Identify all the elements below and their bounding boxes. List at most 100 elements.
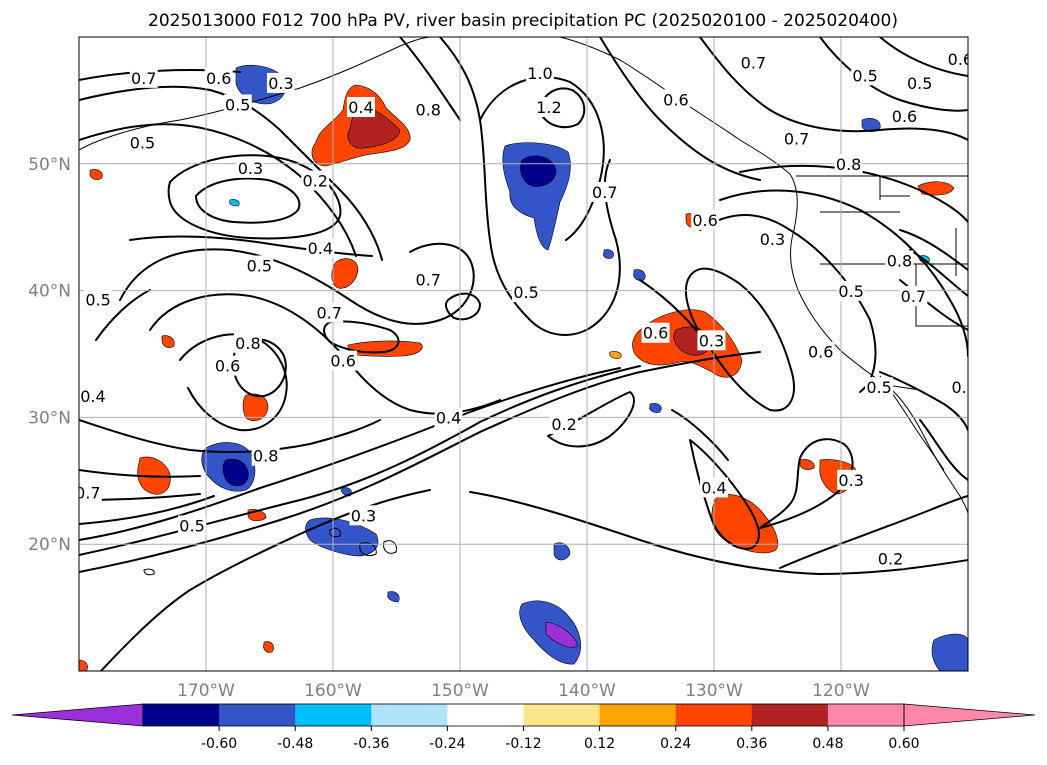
- island: [143, 568, 155, 576]
- contour-label: 0.3: [266, 72, 295, 93]
- contour-label: 0.6: [806, 341, 835, 362]
- negative-anomaly-region: [931, 633, 968, 671]
- colorbar-segment: [447, 704, 524, 726]
- contour-label-text: 0.5: [130, 134, 155, 153]
- contour-label: 0.7: [79, 482, 102, 503]
- pv-contour: [179, 333, 288, 432]
- pv-contour: [445, 292, 481, 321]
- colorbar-segment: [371, 704, 448, 726]
- negative-anomaly-region: [649, 403, 662, 413]
- contour-label-text: 0.5: [247, 257, 272, 276]
- contour-label: 0.4: [346, 97, 375, 118]
- contour-label-halo: [512, 282, 541, 303]
- positive-anomaly-region: [609, 351, 622, 359]
- contour-label: 0.4: [700, 477, 728, 498]
- contour-label-text: 0.7: [901, 287, 926, 306]
- contour-label-text: 0.4: [951, 378, 976, 397]
- colorbar: -0.60 -0.48 -0.36 -0.24 -0.12 0.12 0.24 0.36 0.4…: [11, 703, 1036, 752]
- pv-contour: [119, 242, 475, 325]
- colorbar-segment: [599, 704, 677, 726]
- pv-contour: [195, 177, 301, 224]
- colorbar-extend-min: [11, 703, 144, 727]
- contour-label: 0.5: [245, 255, 274, 276]
- contour-label-halo: [782, 128, 811, 149]
- negative-anomaly-region: [387, 591, 400, 603]
- colorbar-tick-label: 0.48: [812, 736, 843, 752]
- contour-label: 0.4: [434, 407, 463, 428]
- colorbar-tick-label: -0.48: [277, 736, 313, 752]
- contour-label-text: 0.7: [316, 303, 341, 322]
- contour-label-text: 0.3: [351, 506, 376, 525]
- colorbar-tick-label: -0.60: [201, 736, 237, 752]
- contour-label: 0.7: [129, 67, 158, 88]
- contour-label: 0.4: [79, 386, 107, 407]
- contour-label: 0.6: [329, 350, 358, 371]
- contour-label-text: 0.6: [892, 107, 917, 126]
- pv-contour: [539, 87, 586, 129]
- contour-label-text: 1.0: [527, 64, 552, 83]
- pv-contour: [909, 249, 968, 297]
- pv-contour: [699, 37, 968, 141]
- contour-label-halo: [641, 322, 670, 343]
- contour-label-halo: [79, 386, 107, 407]
- colorbar-tick-label: -0.36: [353, 736, 389, 752]
- contour-label-halo: [178, 515, 207, 536]
- pv-contour: [129, 235, 373, 257]
- contour-label: 0.6: [946, 48, 968, 69]
- contour-label: 1.0: [526, 62, 555, 83]
- contour-label-text: 0.7: [592, 183, 617, 202]
- contour-label-text: 0.5: [179, 516, 204, 535]
- colorbar-segment: [295, 704, 372, 726]
- contour-label-text: 0.6: [692, 211, 717, 230]
- contour-label-halo: [876, 548, 905, 569]
- contour-label-halo: [550, 414, 579, 435]
- contour-label-halo: [79, 482, 102, 503]
- contour-label-halo: [329, 350, 358, 371]
- contour-label-halo: [661, 89, 690, 110]
- contour-label: 0.3: [697, 330, 726, 351]
- positive-anomaly-region: [799, 459, 815, 470]
- contour-label-halo: [905, 72, 934, 93]
- figure-title: 2025013000 F012 700 hPa PV, river basin …: [148, 11, 898, 31]
- contour-label-halo: [266, 72, 295, 93]
- contour-label-text: 0.2: [551, 415, 576, 434]
- positive-anomaly-region: [79, 659, 88, 671]
- colorbar-segment: [143, 704, 220, 726]
- contour-label-halo: [691, 209, 720, 230]
- pv-contour: [79, 495, 215, 525]
- contour-label: 0.5: [128, 132, 157, 153]
- contour-label-halo: [346, 97, 375, 118]
- positive-anomaly-region: [242, 393, 269, 421]
- contour-label-text: 0.5: [838, 282, 863, 301]
- latitude-label: 30°N: [28, 408, 71, 428]
- contour-label-halo: [697, 330, 726, 351]
- contour-label-halo: [534, 97, 563, 118]
- positive-anomaly-region: [917, 181, 955, 196]
- pv-contour: [547, 391, 635, 448]
- contour-label-text: 0.8: [416, 101, 441, 120]
- contour-label-text: 1.2: [536, 98, 561, 117]
- contour-label: 0.7: [899, 285, 928, 306]
- contour-label-text: 0.7: [741, 54, 766, 73]
- contour-label: 0.8: [834, 154, 863, 175]
- pv-contour: [469, 491, 968, 575]
- pv-contour: [79, 367, 621, 541]
- colorbar-segment: [827, 704, 904, 726]
- pv-contour: [879, 371, 968, 431]
- contour-label-halo: [414, 99, 443, 120]
- negative-anomaly-region-core: [545, 621, 579, 648]
- contour-label: 0.5: [837, 280, 866, 301]
- pv-contour: [739, 164, 968, 223]
- contour-label-text: 0.5: [513, 283, 538, 302]
- pv-contour: [79, 85, 383, 261]
- positive-anomaly-region: [89, 169, 103, 180]
- contour-label-text: 0.3: [838, 471, 863, 490]
- contour-label-halo: [128, 132, 157, 153]
- contour-label-text: 0.3: [699, 331, 724, 350]
- contour-label: 0.2: [876, 548, 905, 569]
- contour-label-halo: [946, 48, 968, 69]
- latitude-label: 40°N: [28, 282, 71, 302]
- pv-contour: [759, 438, 854, 529]
- contour-label-halo: [834, 154, 863, 175]
